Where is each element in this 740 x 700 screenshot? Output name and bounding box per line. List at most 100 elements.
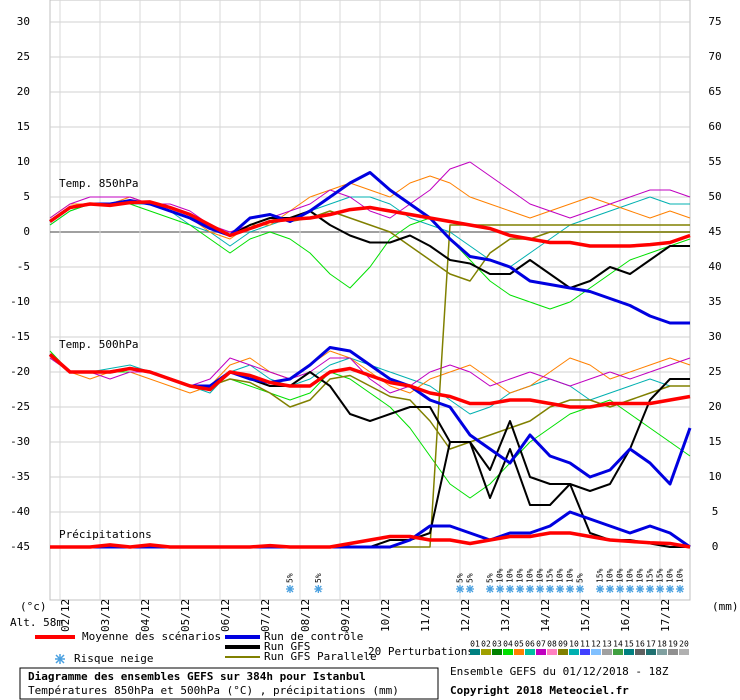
- x-tick-label: 17/12: [659, 599, 672, 632]
- y2-tick-label: 60: [708, 120, 721, 133]
- snow-risk-label: 10%: [606, 568, 615, 583]
- snow-icon: [666, 585, 674, 593]
- snow-icon-stroke: [606, 585, 614, 593]
- snow-icon-stroke: [496, 585, 504, 593]
- y2-tick-label: 75: [708, 15, 721, 28]
- legend-label: Run GFS: [264, 640, 310, 653]
- perturbation-swatch: [536, 649, 546, 655]
- snow-icon-stroke: [636, 585, 644, 593]
- snow-icon: [646, 585, 654, 593]
- perturbation-number: 04: [503, 640, 513, 649]
- perturbation-number: 05: [514, 640, 524, 649]
- snow-icon-stroke: [486, 585, 494, 593]
- y-tick-label: -25: [10, 400, 30, 413]
- snow-icon: [486, 585, 494, 593]
- snow-risk-label: 5%: [486, 573, 495, 583]
- snow-icon-stroke: [616, 585, 624, 593]
- snow-icon: [286, 585, 294, 593]
- snow-risk-label: 10%: [636, 568, 645, 583]
- perturbation-number: 19: [668, 640, 678, 649]
- y2-unit: (mm): [712, 600, 739, 613]
- y2-tick-label: 0: [712, 540, 719, 553]
- perturbation-swatch: [613, 649, 623, 655]
- x-tick-label: 14/12: [539, 599, 552, 632]
- annotation: Précipitations: [59, 528, 152, 541]
- x-tick-label: 11/12: [419, 599, 432, 632]
- y2-tick-label: 15: [708, 435, 721, 448]
- perturbation-number: 10: [569, 640, 579, 649]
- snow-icon-stroke: [314, 585, 322, 593]
- snow-risk-label: 10%: [626, 568, 635, 583]
- copyright: Copyright 2018 Meteociel.fr: [450, 684, 629, 697]
- perturbation-swatch: [547, 649, 557, 655]
- y-tick-label: 30: [17, 15, 30, 28]
- x-tick-label: 16/12: [619, 599, 632, 632]
- series-line: [48, 200, 691, 248]
- y-tick-label: -35: [10, 470, 30, 483]
- perturbation-swatch: [591, 649, 601, 655]
- x-tick-label: 09/12: [339, 599, 352, 632]
- perturbation-number: 01: [470, 640, 480, 649]
- snow-icon-stroke: [536, 585, 544, 593]
- snow-icon: [606, 585, 614, 593]
- perturbation-swatch: [657, 649, 667, 655]
- snow-risk-label: 10%: [676, 568, 685, 583]
- perturbation-swatch: [569, 649, 579, 655]
- series-line: [49, 203, 691, 310]
- y-tick-label: -30: [10, 435, 30, 448]
- perturbation-number: 02: [481, 640, 491, 649]
- perturbation-swatch: [481, 649, 491, 655]
- snow-icon-stroke: [566, 585, 574, 593]
- perturbation-number: 15: [624, 640, 634, 649]
- perturbation-swatch: [624, 649, 634, 655]
- y-tick-label: -20: [10, 365, 30, 378]
- perturbation-swatch: [635, 649, 645, 655]
- snow-risk-label: 5%: [456, 573, 465, 583]
- chart-subtitle: Températures 850hPa et 500hPa (°C) , pré…: [28, 684, 399, 697]
- snow-risk-label: 10%: [496, 568, 505, 583]
- perturbation-swatch: [470, 649, 480, 655]
- snow-legend: Risque neige: [74, 652, 153, 665]
- snow-risk-label: 15%: [596, 568, 605, 583]
- y-tick-label: -45: [10, 540, 30, 553]
- snow-icon: [526, 585, 534, 593]
- altitude: Alt. 58m: [10, 616, 63, 629]
- snow-risk-label: 5%: [466, 573, 475, 583]
- y-tick-label: -5: [17, 260, 30, 273]
- y2-tick-label: 65: [708, 85, 721, 98]
- x-tick-label: 15/12: [579, 599, 592, 632]
- y-tick-label: 5: [23, 190, 30, 203]
- y-tick-label: -40: [10, 505, 30, 518]
- title-box: [19, 667, 439, 700]
- snow-risk-label: 10%: [556, 568, 565, 583]
- series-line: [49, 171, 690, 325]
- x-tick-label: 10/12: [379, 599, 392, 632]
- snow-risk-label: 15%: [656, 568, 665, 583]
- run-info: Ensemble GEFS du 01/12/2018 - 18Z: [450, 665, 669, 678]
- snow-risk-label: 10%: [506, 568, 515, 583]
- y-tick-label: -10: [10, 295, 30, 308]
- legend-label: Moyenne des scénarios: [82, 630, 221, 643]
- y-tick-label: 20: [17, 85, 30, 98]
- y2-tick-label: 40: [708, 260, 721, 273]
- y2-tick-label: 20: [708, 400, 721, 413]
- perturbation-swatch: [580, 649, 590, 655]
- snow-risk-label: 10%: [516, 568, 525, 583]
- perturbation-swatch: [646, 649, 656, 655]
- snow-risk-label: 15%: [546, 568, 555, 583]
- y2-tick-label: 30: [708, 330, 721, 343]
- y2-tick-label: 10: [708, 470, 721, 483]
- snow-icon: [636, 585, 644, 593]
- snow-icon-stroke: [516, 585, 524, 593]
- snow-risk-label: 10%: [666, 568, 675, 583]
- perturbation-swatch: [492, 649, 502, 655]
- snow-icon-stroke: [576, 585, 584, 593]
- perturbation-number: 12: [591, 640, 601, 649]
- y-tick-label: -15: [10, 330, 30, 343]
- perturbation-swatch: [679, 649, 689, 655]
- snow-icon-stroke: [676, 585, 684, 593]
- chart-title: Diagramme des ensembles GEFS sur 384h po…: [28, 670, 366, 683]
- perturbation-number: 16: [635, 640, 645, 649]
- perturbation-swatch: [514, 649, 524, 655]
- y2-tick-label: 25: [708, 365, 721, 378]
